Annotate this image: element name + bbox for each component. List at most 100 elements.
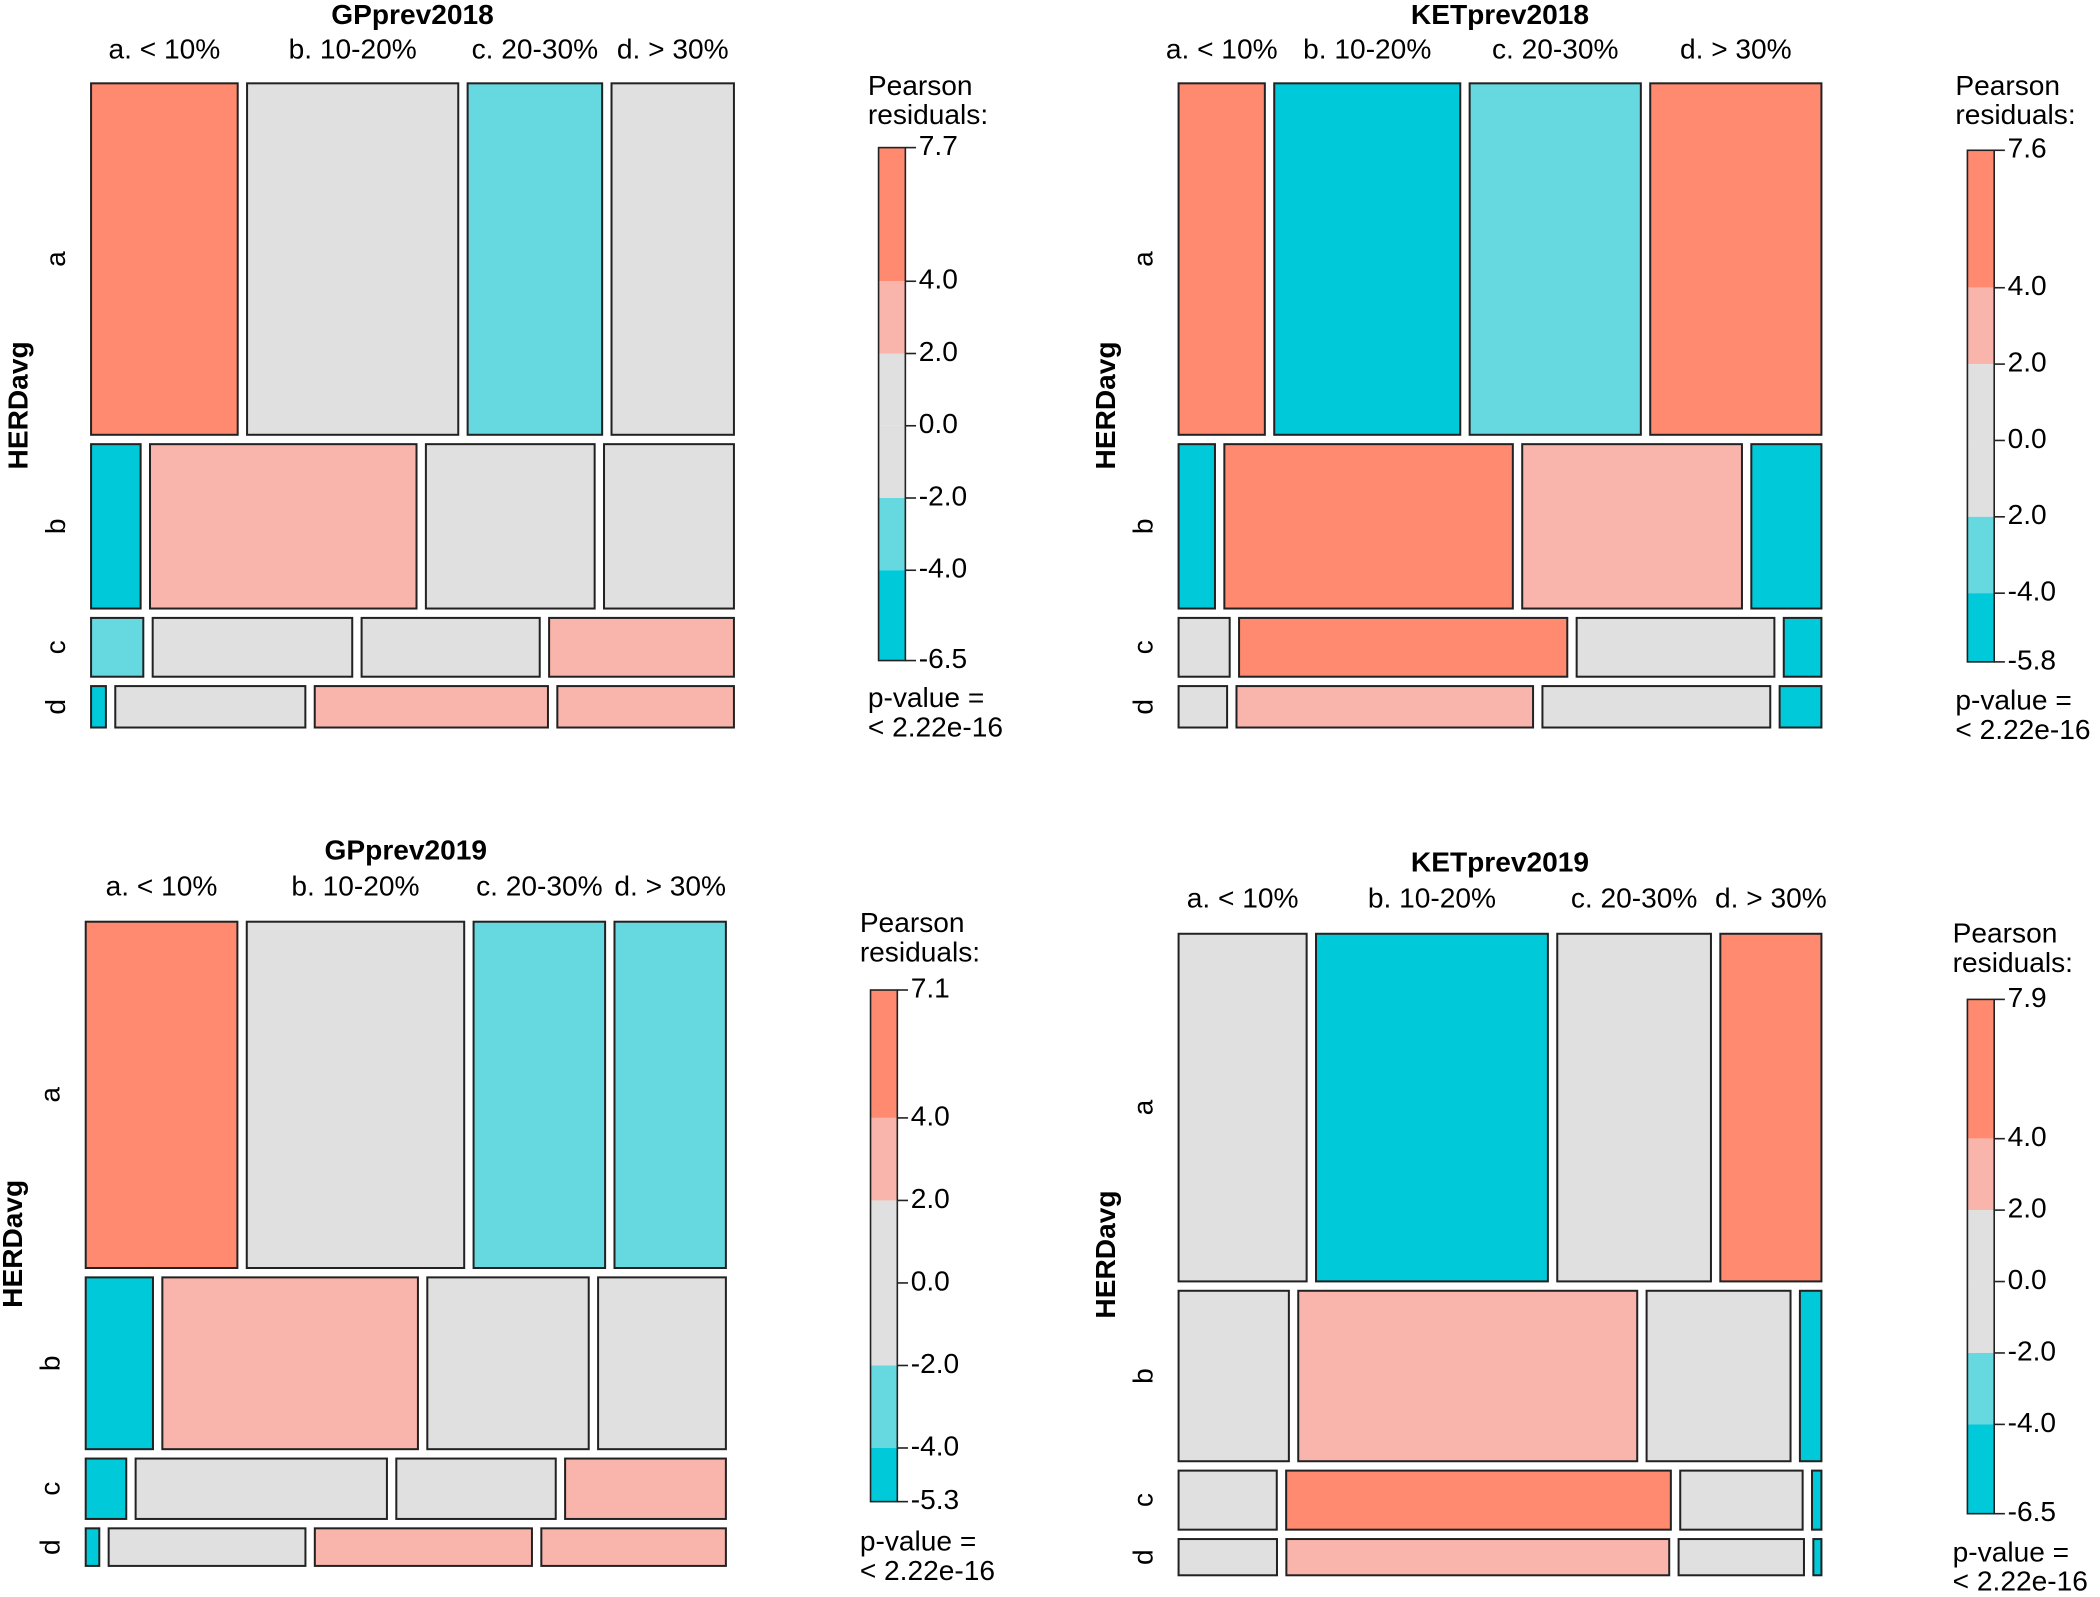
mosaic-cell	[564, 1457, 727, 1520]
legend-tick-label: -5.8	[2008, 644, 2056, 675]
legend-band	[1967, 287, 1995, 365]
mosaic-cell	[597, 1276, 727, 1451]
mosaic-cell	[1645, 1289, 1792, 1463]
row-label: b	[1128, 519, 1159, 535]
legend-band	[1967, 1138, 1995, 1211]
mosaic-cell	[90, 443, 142, 610]
legend-tick-label: 2.0	[2008, 347, 2047, 378]
row-label: b	[35, 1355, 66, 1371]
column-label: b. 10-20%	[1368, 883, 1496, 914]
column-label: a. < 10%	[106, 871, 218, 902]
row-label: c	[40, 640, 71, 654]
column-label: c. 20-30%	[1571, 883, 1698, 914]
p-value: p-value =	[1955, 684, 2071, 715]
mosaic-cell	[424, 443, 596, 610]
legend-band	[1967, 1424, 1995, 1514]
mosaic-cell	[360, 616, 541, 678]
legend-tick-label: 2.0	[2008, 1193, 2047, 1224]
p-value: < 2.22e-16	[1955, 714, 2090, 745]
p-value: p-value =	[868, 682, 984, 713]
column-label: b. 10-20%	[289, 34, 417, 65]
column-label: d. > 30%	[617, 34, 729, 65]
mosaic-cell	[1177, 82, 1266, 436]
legend-title: Pearson	[1955, 70, 2060, 101]
mosaic-cell	[426, 1276, 590, 1451]
mosaic-cell	[1223, 443, 1514, 610]
legend-band	[1967, 150, 1995, 288]
legend-band	[870, 1447, 898, 1502]
legend-frame	[1966, 149, 1995, 663]
legend-tick-label: 2.0	[919, 336, 958, 367]
row-label: b	[40, 519, 71, 535]
row-label: a	[35, 1087, 66, 1103]
legend-band	[878, 281, 906, 354]
legend-tick-label: -2.0	[2008, 1335, 2056, 1366]
mosaic-cell	[161, 1276, 419, 1451]
mosaic-cell	[1812, 1538, 1823, 1577]
mosaic-cell	[1575, 616, 1776, 678]
mosaic-cell	[1285, 1469, 1672, 1531]
mosaic-cell	[603, 443, 735, 610]
panel-title: KETprev2019	[1411, 847, 1589, 878]
legend-band	[1967, 1210, 1995, 1282]
mosaic-cell	[548, 616, 735, 678]
legend-band	[1967, 364, 1995, 441]
mosaic-cell	[1677, 1538, 1805, 1577]
row-label: c	[35, 1482, 66, 1496]
column-label: d. > 30%	[1680, 34, 1792, 65]
legend-tick-label: -6.5	[919, 643, 967, 674]
mosaic-cell	[1177, 685, 1229, 729]
row-label: c	[1128, 1493, 1159, 1507]
mosaic-cell	[114, 685, 307, 729]
mosaic-cell	[472, 920, 607, 1270]
legend-title: Pearson	[868, 70, 973, 101]
row-label: d	[40, 699, 71, 715]
mosaic-cell	[84, 1527, 101, 1567]
row-label: d	[35, 1539, 66, 1555]
mosaic-cell	[1811, 1469, 1823, 1531]
legend-band	[1967, 593, 1995, 662]
mosaic-cell	[556, 685, 735, 729]
legend-band	[1967, 440, 1995, 517]
legend-tick-label: -5.3	[911, 1484, 959, 1515]
column-label: d. > 30%	[614, 871, 726, 902]
p-value: p-value =	[1953, 1536, 2069, 1567]
mosaic-cell	[1177, 1538, 1278, 1577]
column-label: d. > 30%	[1715, 883, 1827, 914]
panel-title: GPprev2018	[331, 0, 494, 30]
mosaic-cell	[1285, 1538, 1671, 1577]
mosaic-cell	[540, 1527, 727, 1567]
legend-band	[870, 1365, 898, 1448]
mosaic-cell	[1177, 443, 1216, 610]
panel-title: GPprev2019	[325, 834, 488, 865]
mosaic-cell	[395, 1457, 557, 1520]
mosaic-cell	[1315, 932, 1549, 1283]
mosaic-cell	[84, 920, 239, 1270]
legend-title: residuals:	[1955, 99, 2075, 130]
legend-tick-label: 0.0	[911, 1265, 950, 1296]
legend-tick-label: -2.0	[919, 480, 967, 511]
mosaic-cell	[1750, 443, 1823, 610]
y-axis-label: HERDavg	[1090, 341, 1121, 469]
row-label: a	[1128, 1099, 1159, 1115]
legend-tick-label: 0.0	[2008, 423, 2047, 454]
legend-frame	[869, 989, 899, 1503]
p-value: p-value =	[860, 1526, 976, 1557]
mosaic-cell	[1521, 443, 1743, 610]
mosaic-cell	[1238, 616, 1569, 678]
mosaic-cell	[1679, 1469, 1804, 1531]
legend-tick-label: 4.0	[911, 1100, 950, 1131]
mosaic-cell	[1468, 82, 1642, 436]
row-label: d	[1128, 1549, 1159, 1565]
legend-tick-label: 0.0	[2008, 1264, 2047, 1295]
legend-band	[1967, 1281, 1995, 1353]
legend-tick-label: 7.9	[2008, 982, 2047, 1013]
row-label: d	[1128, 699, 1159, 715]
legend-band	[1967, 516, 1995, 594]
legend-tick-label: -2.0	[911, 1348, 959, 1379]
legend-band	[878, 353, 906, 426]
mosaic-cell	[151, 616, 354, 678]
column-label: b. 10-20%	[1303, 34, 1431, 65]
legend-title: residuals:	[860, 936, 980, 967]
